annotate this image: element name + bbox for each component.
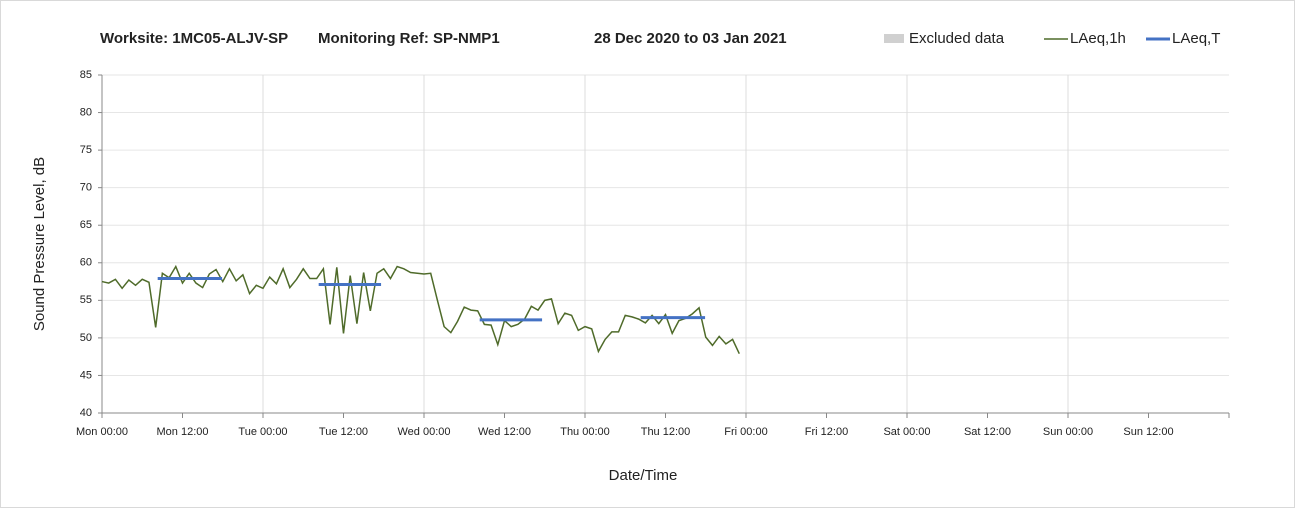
x-tick-label: Thu 00:00 xyxy=(560,426,610,438)
legend-swatch xyxy=(884,34,904,43)
x-tick-label: Mon 00:00 xyxy=(76,426,128,438)
x-tick-label: Sat 12:00 xyxy=(964,426,1011,438)
x-tick-label: Tue 00:00 xyxy=(238,426,287,438)
x-tick-label: Mon 12:00 xyxy=(157,426,209,438)
legend-label: LAeq,T xyxy=(1172,30,1220,47)
legend-label: LAeq,1h xyxy=(1070,30,1126,47)
x-tick-label: Wed 12:00 xyxy=(478,426,531,438)
y-axis-label: Sound Pressure Level, dB xyxy=(31,157,48,331)
x-tick-label: Sun 00:00 xyxy=(1043,426,1093,438)
y-tick-label: 65 xyxy=(80,219,92,231)
x-tick-label: Fri 12:00 xyxy=(805,426,848,438)
x-tick-label: Tue 12:00 xyxy=(319,426,368,438)
x-tick-label: Sat 00:00 xyxy=(883,426,930,438)
x-tick-label: Thu 12:00 xyxy=(641,426,691,438)
y-tick-label: 80 xyxy=(80,106,92,118)
x-tick-label: Sun 12:00 xyxy=(1123,426,1173,438)
chart-title-site: Worksite: 1MC05-ALJV-SP xyxy=(100,30,288,47)
series-line xyxy=(101,264,740,354)
y-tick-label: 45 xyxy=(80,369,92,381)
y-tick-label: 60 xyxy=(80,257,92,269)
y-tick-label: 70 xyxy=(80,182,92,194)
y-tick-label: 75 xyxy=(80,144,92,156)
x-axis-label: Date/Time xyxy=(609,467,678,484)
y-tick-label: 50 xyxy=(80,332,92,344)
chart-title-dates: 28 Dec 2020 to 03 Jan 2021 xyxy=(594,30,787,47)
x-tick-label: Fri 00:00 xyxy=(724,426,767,438)
y-tick-label: 55 xyxy=(80,294,92,306)
y-tick-label: 85 xyxy=(80,69,92,81)
chart-title-ref: Monitoring Ref: SP-NMP1 xyxy=(318,30,500,47)
x-tick-label: Wed 00:00 xyxy=(397,426,450,438)
y-tick-label: 40 xyxy=(80,407,92,419)
legend-label: Excluded data xyxy=(909,30,1005,47)
